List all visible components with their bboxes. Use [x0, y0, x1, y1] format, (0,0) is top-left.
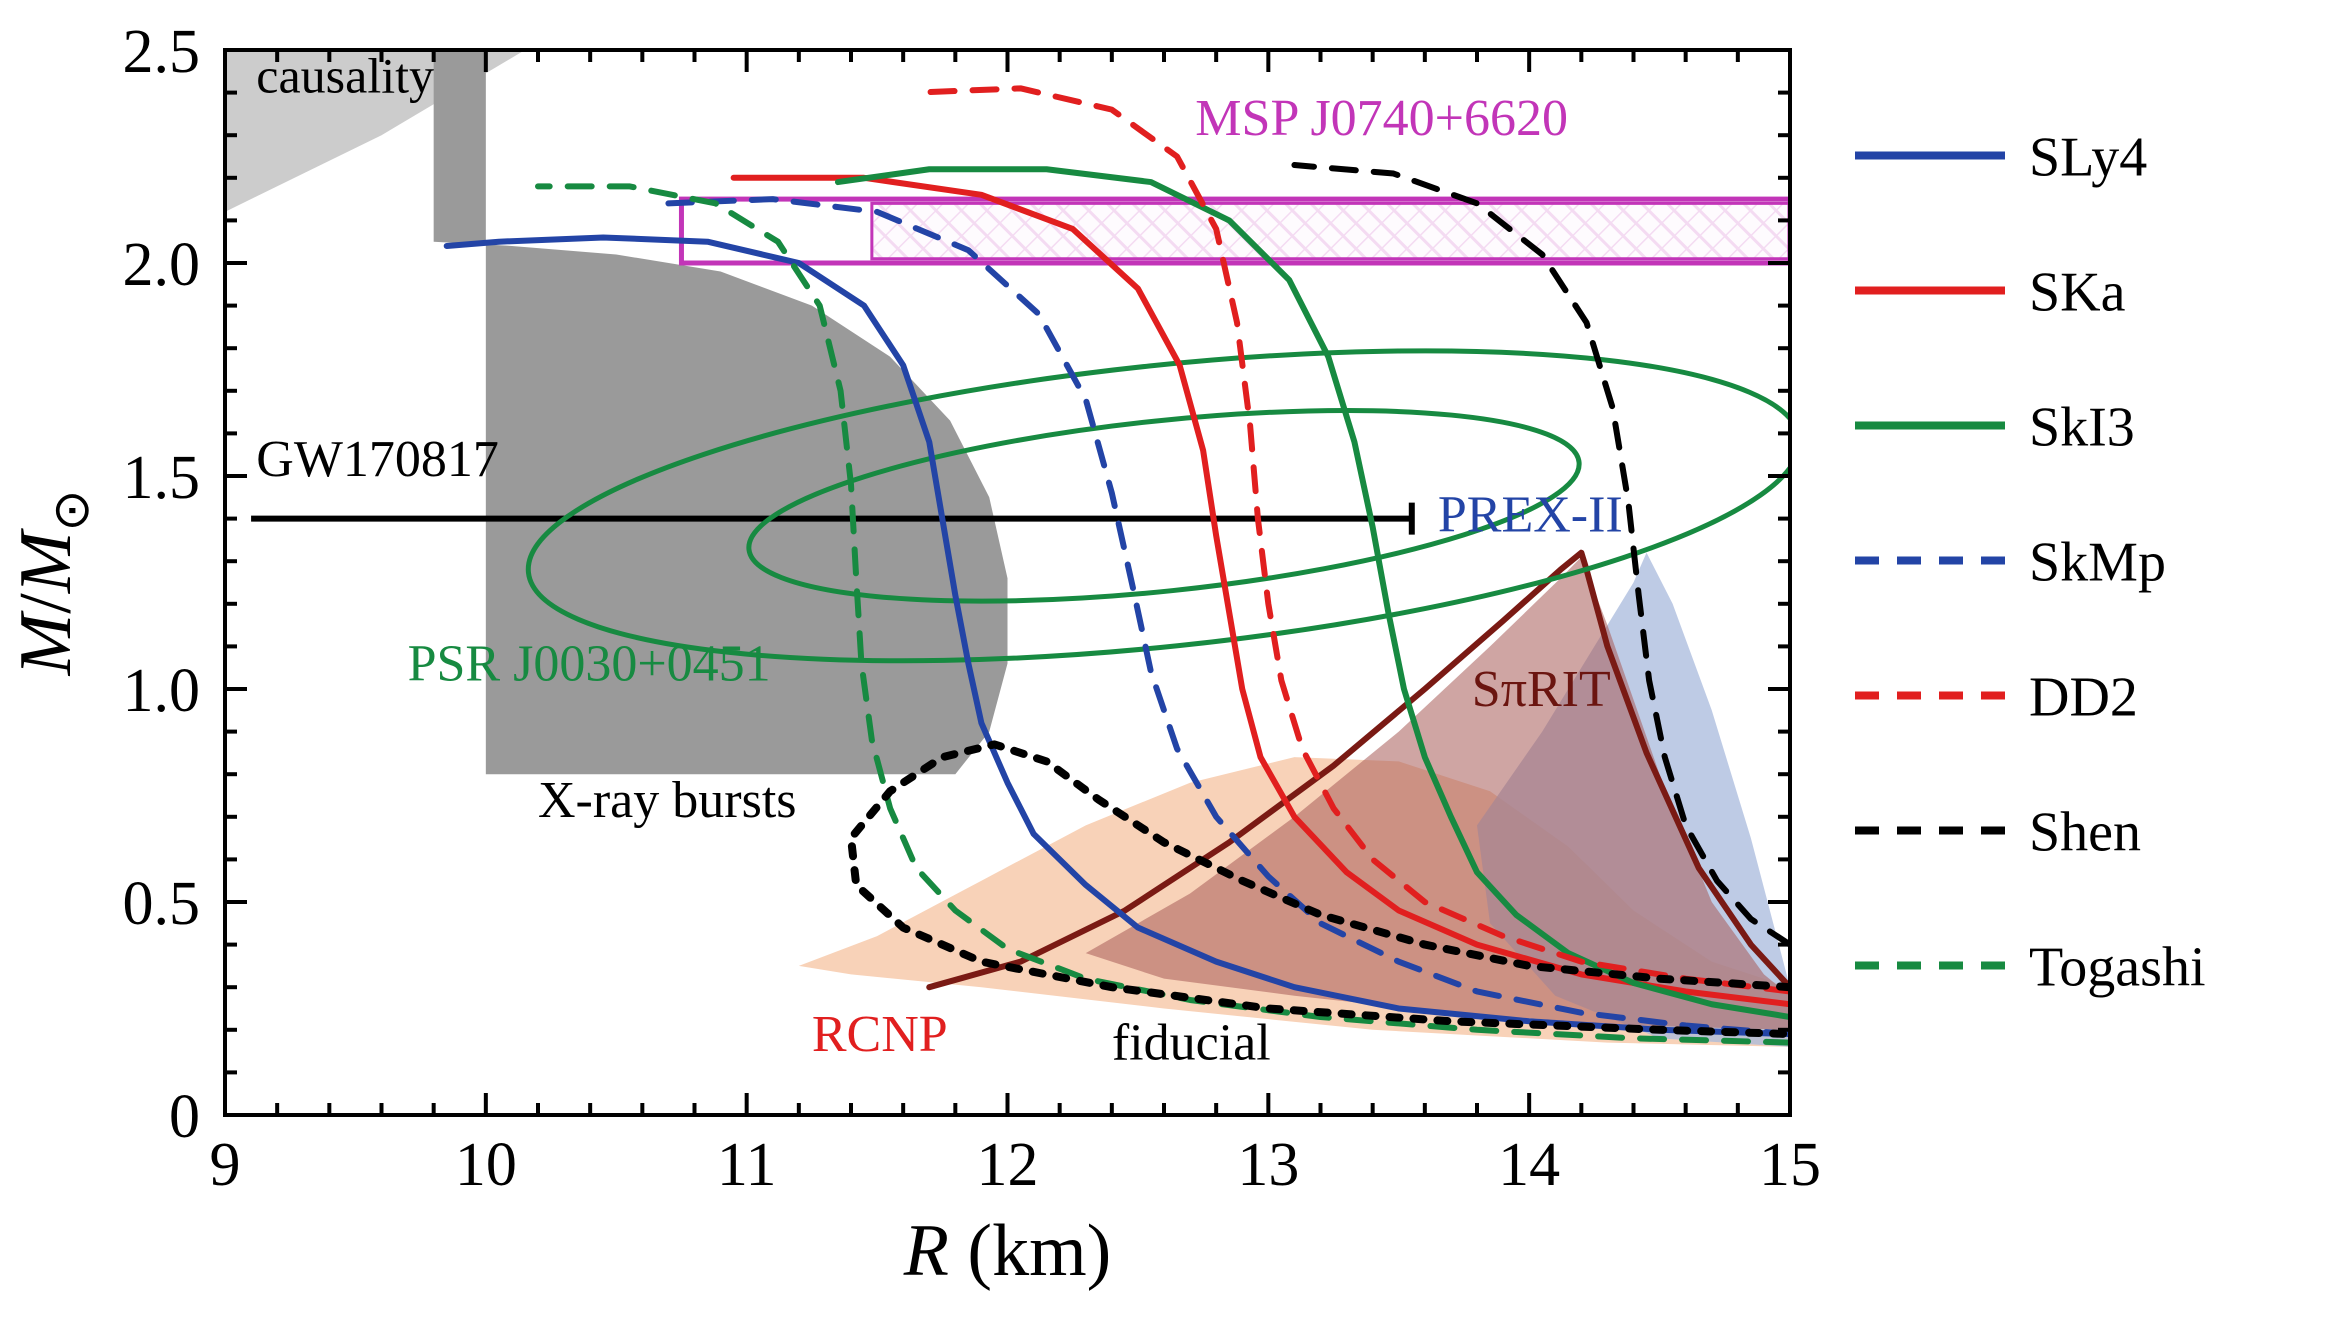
ytick-label: 0.5 — [123, 870, 201, 938]
xtick-label: 14 — [1498, 1131, 1560, 1199]
ytick-label: 1.5 — [123, 444, 201, 512]
annotation-psr: PSR J0030+0451 — [408, 635, 771, 692]
annotation-gw170817: GW170817 — [256, 431, 499, 488]
legend-label-sly4: SLy4 — [2029, 127, 2147, 189]
msp_inner — [872, 203, 1790, 258]
y-axis-label: M/M⊙ — [5, 490, 99, 677]
annotation-xray: X-ray bursts — [538, 772, 797, 829]
xtick-label: 12 — [977, 1131, 1039, 1199]
ytick-label: 2.5 — [123, 18, 201, 86]
annotation-prexii: PREX-II — [1438, 486, 1623, 543]
legend-label-ski3: SkI3 — [2029, 397, 2135, 459]
legend-label-shen: Shen — [2029, 802, 2141, 864]
xtick-label: 11 — [717, 1131, 777, 1199]
annotation-spirit: SπRIT — [1472, 661, 1611, 718]
legend-label-dd2: DD2 — [2029, 667, 2138, 729]
ytick-label: 1.0 — [123, 657, 201, 725]
ytick-label: 2.0 — [123, 231, 201, 299]
annotation-fiducial: fiducial — [1112, 1015, 1271, 1072]
xtick-label: 9 — [210, 1131, 241, 1199]
annotation-causality: causality — [256, 48, 434, 104]
annotation-rcnp: RCNP — [812, 1006, 948, 1063]
legend-label-togashi: Togashi — [2029, 937, 2206, 999]
xtick-label: 15 — [1759, 1131, 1821, 1199]
xtick-label: 10 — [455, 1131, 517, 1199]
x-axis-label: R (km) — [903, 1210, 1112, 1292]
annotation-msp: MSP J0740+6620 — [1195, 90, 1568, 147]
xtick-label: 13 — [1237, 1131, 1299, 1199]
legend-label-skmp: SkMp — [2029, 532, 2166, 594]
legend-label-ska: SKa — [2029, 262, 2126, 324]
ytick-label: 0 — [169, 1083, 200, 1151]
